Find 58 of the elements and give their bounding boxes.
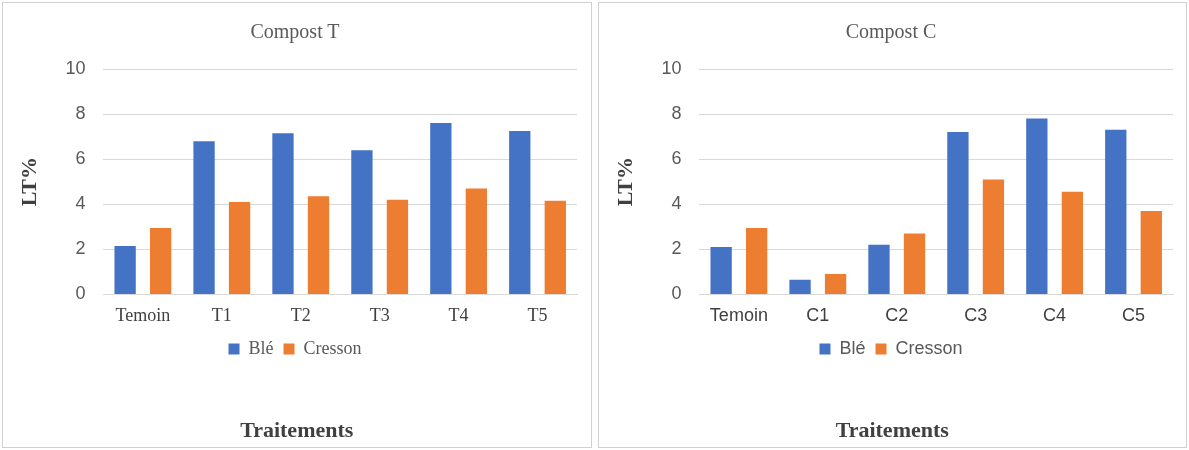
y-tick-label: 0 bbox=[670, 283, 681, 304]
y-tick-label: 2 bbox=[670, 238, 681, 259]
x-tick-label: T1 bbox=[211, 304, 232, 325]
bar bbox=[867, 244, 890, 294]
x-tick-label: T4 bbox=[448, 304, 469, 325]
legend-label: Blé bbox=[248, 337, 274, 358]
y-tick-label: 6 bbox=[75, 148, 86, 169]
legend-label: Cresson bbox=[895, 337, 963, 358]
legend-label: Blé bbox=[838, 337, 865, 358]
x-tick-label: C5 bbox=[1121, 305, 1145, 326]
x-tick-label: C3 bbox=[963, 305, 987, 326]
y-tick-label: 6 bbox=[670, 148, 681, 169]
y-tick-label: 2 bbox=[75, 238, 86, 259]
bar bbox=[788, 279, 811, 294]
bar bbox=[228, 201, 251, 294]
x-tick-label: T3 bbox=[369, 304, 390, 325]
x-tick-label: C4 bbox=[1042, 305, 1066, 326]
x-axis-title: Traitements bbox=[239, 417, 355, 443]
y-tick-label: 8 bbox=[670, 103, 681, 124]
y-tick-label: 4 bbox=[670, 193, 681, 214]
chart-title: Compost C bbox=[845, 20, 936, 44]
bar bbox=[544, 200, 566, 294]
y-axis-title: LT% bbox=[15, 157, 41, 207]
y-tick-label: 4 bbox=[75, 193, 86, 214]
bar bbox=[430, 123, 452, 294]
x-axis-title: Traitements bbox=[834, 417, 950, 443]
bar bbox=[903, 233, 925, 294]
bar bbox=[509, 130, 531, 294]
bar bbox=[193, 141, 215, 294]
x-tick-label: T2 bbox=[290, 304, 311, 325]
bar bbox=[465, 188, 488, 294]
x-tick-label: C1 bbox=[805, 305, 829, 326]
bar bbox=[307, 196, 330, 294]
y-axis-title: LT% bbox=[611, 157, 637, 207]
x-tick-label: T5 bbox=[527, 304, 548, 325]
bar bbox=[709, 247, 732, 294]
legend-label: Cresson bbox=[303, 337, 362, 358]
bar bbox=[1025, 118, 1047, 294]
bar bbox=[351, 150, 373, 294]
y-tick-label: 8 bbox=[75, 103, 86, 124]
bar bbox=[1140, 211, 1162, 294]
x-tick-label: Temoin bbox=[115, 304, 171, 325]
x-tick-label: C2 bbox=[884, 305, 908, 326]
chart-title: Compost T bbox=[250, 20, 340, 44]
bar bbox=[149, 227, 172, 294]
bar bbox=[272, 133, 294, 294]
y-tick-label: 0 bbox=[75, 283, 86, 304]
y-tick-label: 10 bbox=[660, 57, 681, 78]
bar bbox=[1104, 129, 1126, 294]
bar bbox=[824, 274, 846, 294]
bar bbox=[1061, 191, 1083, 294]
y-tick-label: 10 bbox=[65, 57, 86, 78]
bar bbox=[946, 132, 969, 294]
bar bbox=[386, 199, 409, 294]
x-tick-label: Temoin bbox=[709, 305, 768, 326]
bar bbox=[982, 179, 1004, 294]
bar bbox=[745, 227, 767, 294]
bar bbox=[114, 245, 136, 294]
